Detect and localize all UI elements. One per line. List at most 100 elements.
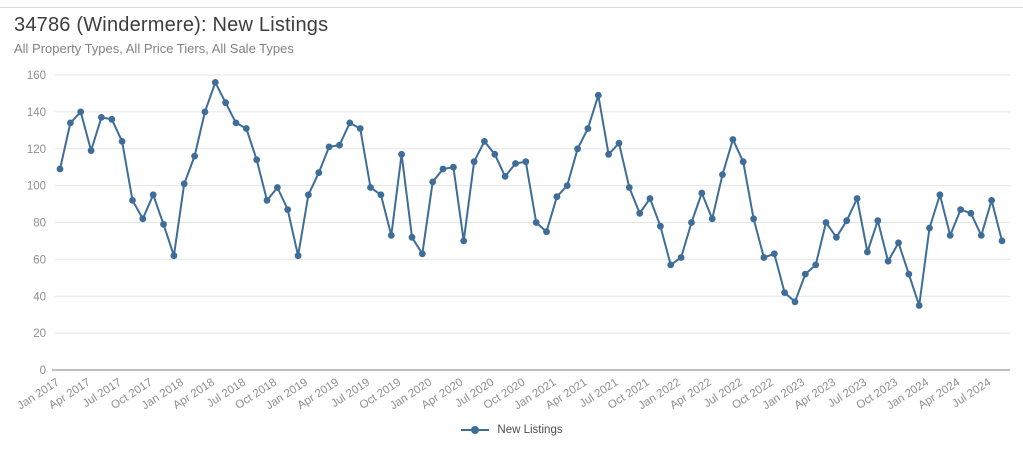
- data-point: [636, 209, 644, 217]
- data-point: [988, 197, 995, 204]
- data-point: [926, 224, 933, 232]
- y-tick-label: 60: [33, 254, 46, 266]
- data-point: [895, 239, 902, 247]
- chart-header: 34786 (Windermere): New Listings All Pro…: [14, 14, 328, 56]
- legend-label: New Listings: [497, 424, 563, 436]
- data-point: [460, 237, 468, 245]
- page-title: 34786 (Windermere): New Listings: [14, 14, 329, 36]
- data-point: [491, 150, 499, 158]
- y-tick-label: 0: [40, 365, 46, 377]
- data-point: [501, 173, 509, 180]
- data-point: [356, 125, 364, 132]
- data-point: [739, 158, 747, 166]
- data-point: [677, 254, 685, 261]
- legend-item-new-listings[interactable]: New Listings: [460, 424, 563, 436]
- y-tick-label: 140: [27, 107, 46, 119]
- data-point: [801, 270, 809, 278]
- data-point: [563, 182, 571, 189]
- y-tick-label: 100: [27, 181, 46, 193]
- data-point: [139, 215, 147, 223]
- data-point: [211, 79, 219, 86]
- top-divider: [0, 7, 1023, 8]
- data-point: [957, 206, 964, 214]
- y-tick-label: 160: [27, 70, 46, 82]
- data-point: [305, 191, 312, 199]
- data-point: [367, 184, 374, 191]
- data-point: [108, 115, 116, 123]
- data-point: [936, 191, 944, 199]
- data-point: [149, 191, 157, 199]
- data-point: [439, 165, 447, 173]
- data-point: [905, 270, 913, 278]
- data-point: [294, 252, 302, 260]
- data-point: [274, 184, 281, 191]
- data-point: [584, 125, 592, 132]
- data-point: [594, 91, 602, 99]
- data-point: [253, 156, 261, 164]
- data-point: [977, 232, 985, 239]
- data-point: [98, 114, 105, 121]
- data-point: [708, 215, 716, 223]
- page-subtitle: All Property Types, All Price Tiers, All…: [14, 41, 294, 56]
- data-point: [615, 139, 623, 147]
- data-point: [398, 150, 405, 158]
- data-point: [87, 147, 95, 154]
- data-point: [387, 232, 395, 239]
- data-point: [843, 217, 851, 225]
- data-point: [56, 165, 64, 173]
- data-point: [791, 298, 799, 306]
- chart-legend: New Listings: [0, 424, 1023, 436]
- data-point: [450, 163, 457, 171]
- data-point: [284, 206, 292, 214]
- data-point: [646, 195, 654, 202]
- data-point: [160, 220, 167, 228]
- data-point: [77, 108, 85, 116]
- data-point: [418, 250, 426, 258]
- data-point: [770, 250, 778, 258]
- data-point: [833, 233, 840, 241]
- data-point: [946, 232, 954, 239]
- data-point: [874, 217, 882, 225]
- data-point: [481, 138, 488, 145]
- data-point: [263, 197, 271, 204]
- data-point: [698, 189, 706, 197]
- data-point: [325, 143, 333, 151]
- data-point: [170, 252, 178, 260]
- data-point: [605, 150, 612, 158]
- y-tick-label: 80: [33, 218, 46, 230]
- data-point: [688, 219, 695, 226]
- data-point: [118, 138, 126, 145]
- data-point: [315, 169, 323, 177]
- data-point: [543, 228, 550, 236]
- data-point: [180, 180, 188, 188]
- data-point: [864, 248, 871, 256]
- data-point: [201, 108, 209, 116]
- data-point: [532, 219, 540, 226]
- series-line: [59, 81, 1003, 307]
- data-point: [967, 209, 975, 217]
- data-point: [429, 178, 437, 186]
- data-point: [781, 289, 788, 296]
- data-point: [822, 219, 830, 226]
- data-point: [553, 193, 561, 201]
- data-point: [522, 158, 530, 166]
- data-point: [812, 261, 820, 269]
- data-point: [729, 136, 737, 143]
- data-point: [377, 191, 385, 199]
- data-point: [191, 152, 199, 160]
- data-point: [667, 261, 675, 269]
- data-point: [470, 158, 478, 166]
- data-point: [512, 160, 519, 167]
- data-point: [998, 237, 1006, 245]
- data-point: [657, 222, 664, 230]
- data-point: [915, 302, 923, 309]
- data-point: [408, 233, 416, 241]
- y-tick-label: 20: [33, 328, 46, 340]
- data-point: [719, 171, 726, 178]
- data-point: [760, 254, 768, 261]
- data-point: [222, 99, 230, 107]
- data-point: [750, 215, 757, 223]
- data-point: [884, 257, 892, 265]
- data-point: [346, 119, 354, 127]
